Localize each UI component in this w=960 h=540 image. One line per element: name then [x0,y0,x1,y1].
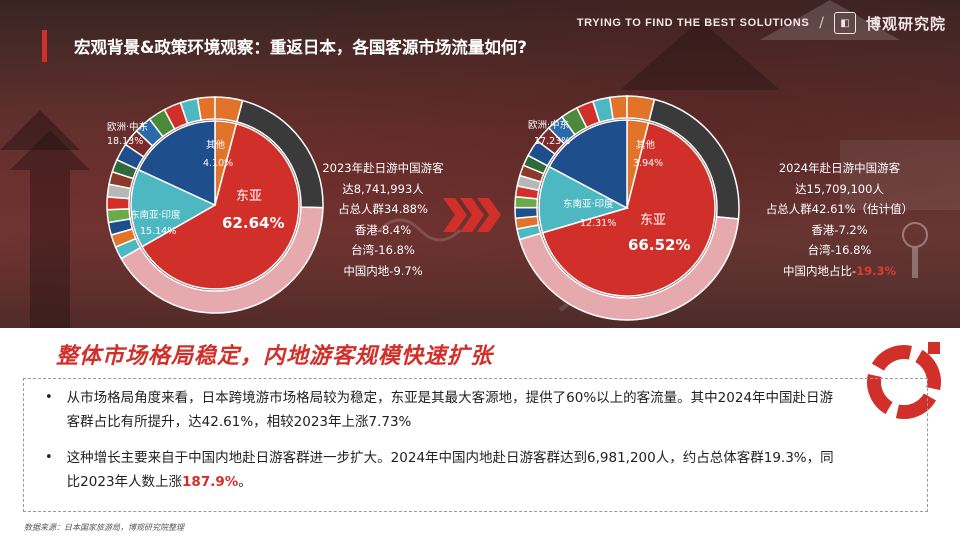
label-2023-other-value: 4.10% [203,158,234,169]
callout-2023-line6: 中国内地-9.7% [308,261,458,282]
label-2024-other: 其他 [636,140,656,151]
bullet-text: 从市场格局角度来看，日本跨境游市场格局较为稳定，东亚是其最大客源地，提供了60%… [67,386,845,434]
bullet-marker: • [45,390,53,405]
outer-ring-slice [514,206,539,220]
tagline: TRYING TO FIND THE BEST SOLUTIONS [576,17,810,29]
separator: / [819,15,824,31]
donut-chart-2024 [514,95,740,321]
callout-2024-line6: 中国内地占比-19.3% [752,261,927,282]
pie-slice-东亚 [541,121,716,297]
bullet-1-text: 从市场格局角度来看，日本跨境游市场格局较为稳定，东亚是其最大客源地，提供了60%… [66,390,834,430]
donut-charts [106,95,740,321]
label-2024-europe-value: 17.23% [534,136,571,147]
arrow-chevrons-icon [443,198,501,232]
bullet-2-text: 这种增长主要来自于中国内地赴日游客群进一步扩大。2024年中国内地赴日游客群达到… [66,450,834,490]
page-title: 宏观背景&政策环境观察：重返日本，各国客源市场流量如何? [74,38,527,57]
callout-2023-line2: 达8,741,993人 [342,181,424,196]
label-2024-europe: 欧洲·中东 [528,120,570,131]
label-2024-east-asia-value: 66.52% [628,236,691,254]
label-2023-europe-value: 18.13% [107,136,144,147]
label-2023-europe: 欧洲·中东 [107,122,149,133]
label-2024-sea: 东南亚·印度 [563,199,614,210]
title-accent-bar [42,30,47,62]
outer-ring-slice [196,96,216,121]
callout-2024-line6-text: 中国内地占比- [782,263,857,278]
label-2024-east-asia: 东亚 [640,213,667,228]
brand-logo-icon: ◧ [833,12,856,34]
section-headline: 整体市场格局稳定，内地游客规模快速扩张 [56,344,494,369]
summary-bullets: • 从市场格局角度来看，日本跨境游市场格局较为稳定，东亚是其最大客源地，提供了6… [45,386,845,506]
callout-2024-line5: 台湾-16.8% [807,243,872,257]
label-2023-east-asia: 东亚 [236,189,263,204]
label-2023-sea-value: 15.14% [140,226,177,237]
brand-name: 博观研究院 [865,14,946,33]
pie-slice-东南亚·印度 [130,168,217,248]
decorative-ring-icon [867,342,941,419]
donut-chart-2023 [106,96,324,314]
bullet-text: 这种增长主要来自于中国内地赴日游客群进一步扩大。2024年中国内地赴日游客群达到… [67,446,845,494]
summary-box [23,378,928,512]
pie-slice-东亚 [141,122,300,290]
callout-2023-line5: 台湾-16.8% [351,243,415,257]
outer-ring-slice [214,96,244,123]
callout-2023-line4: 香港-8.4% [354,222,412,237]
bullet-2-highlight: 187.9% [182,474,239,490]
callout-2024-line6-highlight: 19.3% [856,263,897,278]
pie-slice-欧洲·中东 [137,120,216,207]
background-scenery [0,20,780,328]
callout-2024-line1: 2024年赴日游中国游客 [778,161,901,175]
outer-ring-slice [626,95,656,122]
top-right-branding: TRYING TO FIND THE BEST SOLUTIONS / ◧ 博观… [577,10,946,36]
label-2023-east-asia-value: 62.64% [222,214,285,232]
callout-2024-line4: 香港-7.2% [811,222,868,237]
bullet-item: • 这种增长主要来自于中国内地赴日游客群进一步扩大。2024年中国内地赴日游客群… [45,446,845,494]
data-source: 数据来源：日本国家旅游局，博观研究院整理 [24,523,184,532]
bullet-item: • 从市场格局角度来看，日本跨境游市场格局较为稳定，东亚是其最大客源地，提供了6… [45,386,845,434]
bullet-marker: • [45,450,53,465]
label-2024-sea-value: 12.31% [580,218,617,229]
pie-slice-东南亚·印度 [538,165,629,234]
callout-2023-line6-text: 中国内地-9.7% [343,263,423,278]
callout-2024: 2024年赴日游中国游客 达15,709,100人 占总人群42.61%（估计值… [752,158,927,281]
label-2024-other-value: 3.94% [633,158,664,169]
callout-2024-line3: 占总人群42.61%（估计值） [765,202,914,216]
label-2023-sea: 东南亚·印度 [130,210,181,221]
bullet-2-suffix: 。 [238,474,252,490]
callout-2023-line3: 占总人群34.88% [338,202,428,216]
outer-ring-slice [608,95,628,120]
pie-slice-欧洲·中东 [548,119,628,210]
callout-2023-line1: 2023年赴日游中国游客 [322,161,444,175]
callout-2023: 2023年赴日游中国游客 达8,741,993人 占总人群34.88% 香港-8… [308,158,458,281]
callout-2024-line2: 达15,709,100人 [795,181,884,196]
label-2023-other: 其他 [206,140,226,151]
